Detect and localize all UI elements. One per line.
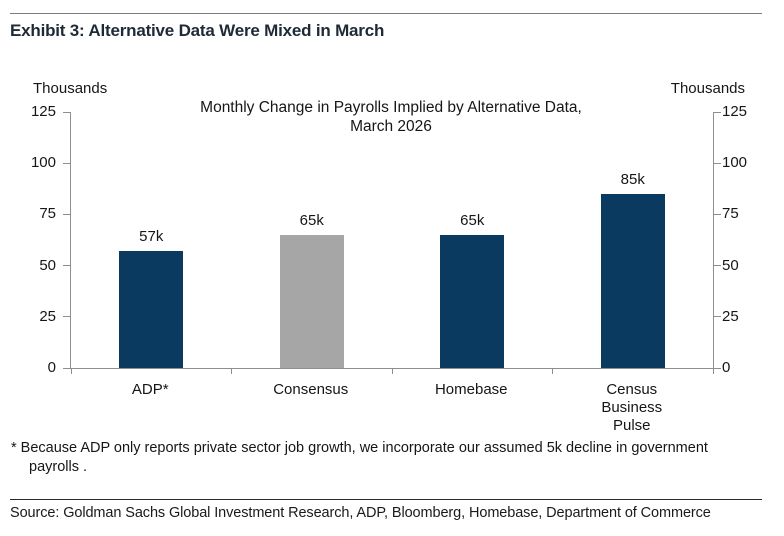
y-tick-mark (63, 213, 70, 215)
y-tick-mark (714, 111, 721, 113)
y-tick-label: 75 (722, 205, 739, 223)
y-tick-label: 0 (722, 359, 731, 376)
bar-homebase (440, 234, 505, 368)
x-labels: ADP* Consensus Homebase Census Business Pul… (70, 381, 712, 443)
y-tick-label: 50 (39, 256, 56, 274)
y-axis-left-labels: 0 25 50 75 100 125 (0, 103, 56, 376)
source-text: Source: Goldman Sachs Global Investment … (10, 505, 711, 521)
y-tick-mark (714, 213, 721, 215)
footnote: * Because ADP only reports private secto… (11, 440, 708, 475)
bar-census (600, 193, 665, 368)
bar-value-label: 65k (299, 211, 324, 229)
y-tick-label: 25 (722, 307, 739, 325)
bar-consensus (279, 234, 344, 368)
y-axis-unit-label-left: Thousands (33, 80, 108, 97)
y-tick-mark (63, 162, 70, 164)
y-tick-mark (714, 162, 721, 164)
y-tick-label: 125 (30, 103, 56, 120)
y-tick-mark (714, 265, 721, 267)
x-category-label: Census Business Pulse (601, 381, 663, 434)
y-axis-right-labels: 0 25 50 75 100 125 (722, 103, 772, 376)
y-tick-mark (63, 265, 70, 267)
exhibit-title: Exhibit 3: Alternative Data Were Mixed i… (10, 21, 385, 40)
y-tick-mark (714, 367, 721, 369)
x-category-label: Homebase (434, 381, 508, 398)
x-tick-mark (70, 368, 72, 374)
x-tick-mark (231, 368, 232, 374)
x-tick-mark (712, 368, 714, 374)
y-tick-label: 25 (39, 307, 56, 325)
bar-value-label: 57k (139, 228, 164, 246)
bar-value-label: 85k (620, 170, 645, 188)
y-tick-mark (63, 316, 70, 318)
y-tick-label: 125 (722, 103, 748, 120)
chart: Thousands Thousands Monthly Change in Pa… (0, 70, 784, 450)
y-tick-mark (714, 316, 721, 318)
x-category-label: ADP* (131, 381, 169, 398)
x-category-label: Consensus (273, 381, 349, 398)
chart-title: Monthly Change in Payrolls Implied by Al… (200, 99, 582, 135)
y-tick-mark (63, 367, 70, 369)
y-tick-label: 75 (39, 205, 56, 223)
top-rule (10, 13, 762, 14)
y-tick-label: 100 (722, 154, 748, 172)
bar-adp (119, 251, 184, 368)
y-axis-unit-label-right: Thousands (670, 80, 745, 97)
plot-area: 57k 65k 65k 85k (63, 111, 721, 374)
bar-value-label: 65k (460, 211, 485, 229)
x-tick-mark (552, 368, 553, 374)
y-tick-mark (63, 111, 70, 113)
y-tick-label: 50 (722, 256, 739, 274)
source-rule (10, 499, 762, 500)
y-tick-label: 100 (30, 154, 56, 172)
y-tick-label: 0 (47, 359, 56, 376)
x-tick-mark (391, 368, 393, 374)
